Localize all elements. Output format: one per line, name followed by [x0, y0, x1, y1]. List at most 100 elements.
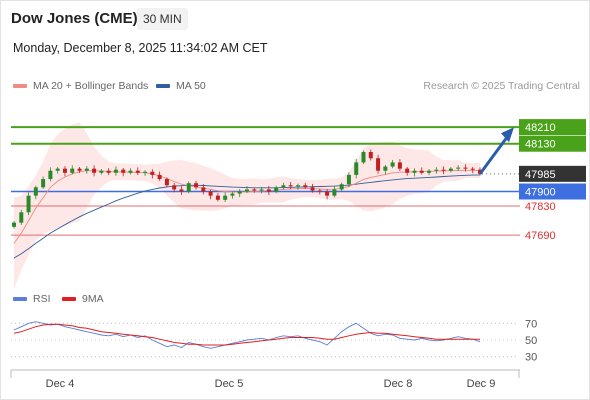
candle-body — [325, 191, 330, 196]
legend-ma50-label: MA 50 — [176, 80, 206, 92]
candle-body — [201, 187, 206, 192]
interval-badge[interactable]: 30 MIN — [137, 8, 188, 30]
candle-body — [383, 166, 388, 171]
candle-body — [172, 185, 177, 190]
candle-body — [317, 190, 322, 192]
candle-body — [62, 168, 67, 173]
candle-body — [48, 170, 53, 180]
candle-body — [259, 189, 264, 191]
candle-body — [346, 174, 351, 185]
projection-arrow-line — [478, 136, 509, 175]
level-label-48130: 48130 — [525, 139, 556, 151]
candle-body — [157, 174, 162, 180]
candle-body — [223, 195, 228, 200]
rsi-tick-label: 70 — [525, 318, 537, 330]
candle-body — [41, 179, 46, 188]
candle-body — [26, 195, 31, 213]
candle-body — [419, 170, 424, 173]
candle-body — [281, 185, 286, 188]
legend-rsi-label: RSI — [33, 293, 51, 305]
candle-body — [164, 179, 169, 186]
candle-body — [456, 167, 461, 169]
candle-body — [288, 185, 293, 187]
candle-body — [55, 168, 60, 171]
candle-body — [310, 187, 315, 191]
candle-body — [77, 168, 82, 171]
timestamp: Monday, December 8, 2025 11:34:02 AM CET — [13, 41, 268, 55]
projection-arrow-icon — [501, 127, 514, 143]
level-label-47985: 47985 — [525, 169, 556, 181]
candle-body — [143, 171, 148, 173]
candle-body — [397, 162, 402, 169]
level-label-47830: 47830 — [525, 201, 556, 213]
candles — [12, 149, 482, 229]
candle-body — [208, 191, 213, 196]
candle-body — [390, 162, 395, 167]
candle-body — [448, 168, 453, 171]
credit-text: Research © 2025 Trading Central — [423, 80, 580, 92]
rsi-swatch-icon — [13, 297, 27, 301]
candle-body — [237, 191, 242, 194]
legend-ma50: MA 50 — [156, 80, 206, 92]
x-tick-label: Dec 9 — [467, 378, 496, 390]
candle-body — [33, 187, 38, 196]
legend-bollinger-label: MA 20 + Bollinger Bands — [33, 80, 149, 92]
candle-body — [266, 189, 271, 192]
level-label-48210: 48210 — [525, 122, 556, 134]
candle-body — [274, 187, 279, 192]
level-label-47900: 47900 — [525, 187, 556, 199]
candle-body — [376, 158, 381, 171]
candle-body — [303, 185, 308, 188]
legend-9ma: 9MA — [62, 293, 104, 305]
x-tick-label: Dec 4 — [46, 378, 75, 390]
x-tick-label: Dec 8 — [384, 378, 413, 390]
candle-body — [99, 170, 104, 173]
candle-body — [70, 168, 75, 173]
candle-body — [12, 222, 16, 227]
candle-body — [186, 183, 191, 192]
candle-body — [441, 169, 446, 171]
level-tag-47985 — [519, 165, 586, 182]
candle-body — [194, 183, 199, 188]
candle-body — [245, 189, 249, 192]
rsi-line — [13, 321, 481, 349]
level-tag-48130 — [519, 135, 586, 152]
legend-rsi: RSI — [13, 293, 51, 305]
instrument-title: Dow Jones (CME) — [11, 10, 138, 27]
candle-body — [84, 168, 89, 171]
candle-body — [215, 195, 220, 200]
candle-body — [332, 189, 337, 196]
candle-body — [106, 170, 111, 173]
rsi-tick-label: 50 — [525, 335, 537, 347]
candle-body — [434, 169, 439, 171]
level-tag-47900 — [519, 183, 586, 200]
candle-body — [19, 212, 24, 223]
candle-body — [295, 185, 300, 187]
candle-body — [230, 193, 235, 196]
candle-body — [179, 189, 184, 192]
ma9-swatch-icon — [62, 297, 76, 301]
rsi-tick-label: 30 — [525, 352, 537, 364]
candle-body — [339, 184, 344, 190]
level-label-47690: 47690 — [525, 230, 556, 242]
candle-body — [361, 152, 366, 163]
candle-body — [470, 168, 475, 170]
candle-body — [150, 171, 155, 175]
level-tag-48210 — [519, 119, 586, 136]
legend-bollinger: MA 20 + Bollinger Bands — [13, 80, 148, 92]
ma50-swatch-icon — [156, 84, 170, 88]
candle-body — [354, 162, 359, 175]
candle-body — [463, 167, 468, 169]
legend-9ma-label: 9MA — [82, 293, 104, 305]
x-tick-label: Dec 5 — [215, 378, 244, 390]
candle-body — [412, 170, 417, 173]
candle-body — [128, 170, 133, 173]
candle-body — [121, 169, 126, 173]
candle-body — [135, 170, 140, 173]
candle-body — [113, 169, 118, 173]
candle-body — [405, 168, 410, 173]
candle-body — [92, 168, 97, 173]
candle-body — [252, 189, 257, 191]
bollinger-swatch-icon — [13, 84, 27, 88]
